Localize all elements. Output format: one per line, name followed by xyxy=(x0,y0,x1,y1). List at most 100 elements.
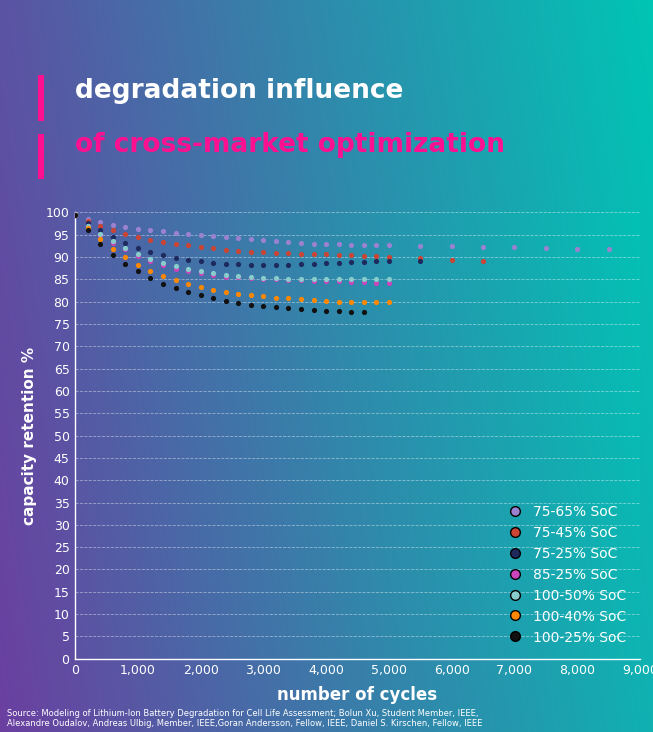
85-25% SoC xyxy=(170,263,181,274)
75-25% SoC xyxy=(358,256,369,268)
100-25% SoC xyxy=(195,289,206,301)
75-45% SoC xyxy=(183,239,193,251)
100-25% SoC xyxy=(183,286,193,298)
100-50% SoC xyxy=(271,272,281,284)
100-25% SoC xyxy=(145,272,155,284)
100-25% SoC xyxy=(296,303,306,315)
100-40% SoC xyxy=(296,294,306,305)
100-50% SoC xyxy=(120,242,131,254)
Y-axis label: capacity retention %: capacity retention % xyxy=(22,346,37,525)
75-45% SoC xyxy=(447,254,457,266)
100-25% SoC xyxy=(133,266,143,277)
75-65% SoC xyxy=(133,223,143,235)
75-25% SoC xyxy=(346,256,357,268)
100-50% SoC xyxy=(283,273,294,285)
100-25% SoC xyxy=(170,283,181,294)
75-45% SoC xyxy=(133,231,143,243)
85-25% SoC xyxy=(334,276,344,288)
85-25% SoC xyxy=(221,271,231,283)
75-65% SoC xyxy=(108,219,118,231)
75-65% SoC xyxy=(271,235,281,247)
100-50% SoC xyxy=(221,269,231,280)
100-50% SoC xyxy=(233,270,244,282)
75-45% SoC xyxy=(158,236,168,247)
100-40% SoC xyxy=(346,296,357,308)
100-25% SoC xyxy=(346,306,357,318)
75-25% SoC xyxy=(371,255,381,267)
100-50% SoC xyxy=(321,273,331,285)
75-45% SoC xyxy=(384,252,394,264)
75-45% SoC xyxy=(358,250,369,261)
75-25% SoC xyxy=(82,217,93,229)
75-45% SoC xyxy=(321,248,331,260)
75-25% SoC xyxy=(271,259,281,271)
100-50% SoC xyxy=(195,266,206,277)
100-50% SoC xyxy=(170,261,181,272)
100-25% SoC xyxy=(208,292,218,304)
100-40% SoC xyxy=(183,278,193,290)
100-50% SoC xyxy=(384,273,394,285)
85-25% SoC xyxy=(321,275,331,287)
75-65% SoC xyxy=(415,240,426,252)
100-50% SoC xyxy=(108,236,118,247)
85-25% SoC xyxy=(371,277,381,288)
75-25% SoC xyxy=(334,257,344,269)
75-65% SoC xyxy=(358,239,369,251)
85-25% SoC xyxy=(283,274,294,285)
100-25% SoC xyxy=(246,299,256,310)
85-25% SoC xyxy=(158,259,168,271)
100-25% SoC xyxy=(95,238,105,250)
75-65% SoC xyxy=(371,239,381,251)
100-40% SoC xyxy=(283,293,294,305)
75-45% SoC xyxy=(296,248,306,260)
75-25% SoC xyxy=(183,254,193,266)
X-axis label: number of cycles: number of cycles xyxy=(278,686,438,703)
100-25% SoC xyxy=(334,305,344,317)
75-65% SoC xyxy=(70,209,80,220)
100-40% SoC xyxy=(133,258,143,270)
75-65% SoC xyxy=(603,244,614,255)
75-65% SoC xyxy=(258,234,268,246)
75-45% SoC xyxy=(70,209,80,220)
100-25% SoC xyxy=(158,278,168,290)
100-25% SoC xyxy=(308,305,319,316)
100-40% SoC xyxy=(371,296,381,308)
75-65% SoC xyxy=(82,213,93,225)
85-25% SoC xyxy=(82,220,93,231)
75-45% SoC xyxy=(195,242,206,253)
85-25% SoC xyxy=(195,268,206,280)
85-25% SoC xyxy=(296,274,306,286)
75-25% SoC xyxy=(321,258,331,269)
100-50% SoC xyxy=(346,273,357,285)
85-25% SoC xyxy=(233,272,244,283)
100-40% SoC xyxy=(158,270,168,282)
75-65% SoC xyxy=(95,216,105,228)
85-25% SoC xyxy=(346,276,357,288)
100-40% SoC xyxy=(82,222,93,234)
100-25% SoC xyxy=(70,209,80,220)
75-25% SoC xyxy=(246,258,256,270)
75-45% SoC xyxy=(233,244,244,256)
75-65% SoC xyxy=(233,232,244,244)
100-25% SoC xyxy=(271,302,281,313)
85-25% SoC xyxy=(145,255,155,266)
75-25% SoC xyxy=(208,257,218,269)
75-65% SoC xyxy=(346,239,357,251)
85-25% SoC xyxy=(183,266,193,277)
75-45% SoC xyxy=(415,253,426,264)
85-25% SoC xyxy=(384,277,394,289)
85-25% SoC xyxy=(208,269,218,281)
100-25% SoC xyxy=(358,307,369,318)
75-65% SoC xyxy=(183,228,193,240)
100-40% SoC xyxy=(358,296,369,308)
75-45% SoC xyxy=(95,220,105,231)
75-65% SoC xyxy=(321,238,331,250)
75-25% SoC xyxy=(145,246,155,258)
75-65% SoC xyxy=(221,231,231,243)
100-40% SoC xyxy=(233,288,244,299)
75-45% SoC xyxy=(208,242,218,254)
100-50% SoC xyxy=(70,209,80,220)
100-40% SoC xyxy=(120,251,131,263)
100-50% SoC xyxy=(133,248,143,260)
75-45% SoC xyxy=(108,224,118,236)
